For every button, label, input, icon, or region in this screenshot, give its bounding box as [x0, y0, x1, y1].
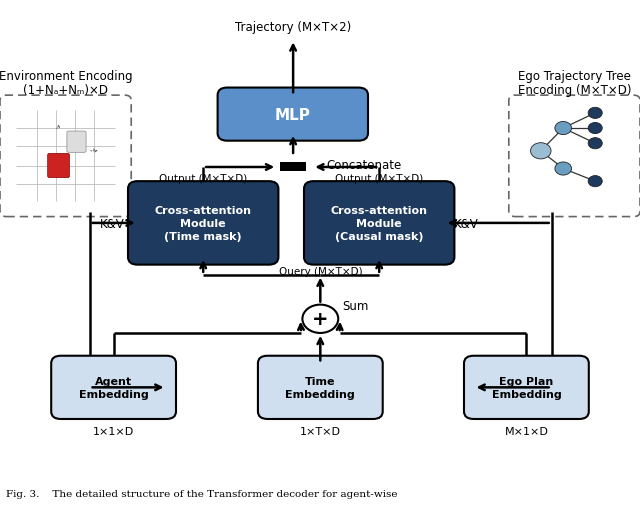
Circle shape: [588, 108, 602, 119]
Circle shape: [588, 123, 602, 134]
Text: Environment Encoding: Environment Encoding: [0, 70, 132, 83]
Text: Sum: Sum: [342, 299, 369, 312]
Text: MLP: MLP: [275, 108, 311, 122]
Text: Time
Embedding: Time Embedding: [285, 376, 355, 399]
Circle shape: [302, 305, 339, 333]
Text: K&V: K&V: [100, 217, 124, 230]
Bar: [280, 163, 306, 167]
FancyBboxPatch shape: [509, 96, 640, 217]
Circle shape: [555, 163, 572, 176]
FancyBboxPatch shape: [51, 356, 176, 419]
FancyBboxPatch shape: [128, 182, 278, 265]
FancyBboxPatch shape: [464, 356, 589, 419]
Circle shape: [588, 176, 602, 187]
Text: Cross-attention
Module
(Causal mask): Cross-attention Module (Causal mask): [331, 206, 428, 241]
Text: +: +: [312, 310, 328, 329]
Text: Encoding (M×T×D): Encoding (M×T×D): [518, 83, 631, 96]
FancyBboxPatch shape: [258, 356, 383, 419]
Text: Agent
Embedding: Agent Embedding: [79, 376, 148, 399]
FancyBboxPatch shape: [304, 182, 454, 265]
Bar: [280, 167, 306, 171]
Text: 1×1×D: 1×1×D: [93, 426, 134, 436]
Text: Output (M×T×D): Output (M×T×D): [159, 173, 247, 183]
Circle shape: [588, 138, 602, 149]
Circle shape: [555, 122, 572, 135]
Text: Output (M×T×D): Output (M×T×D): [335, 173, 423, 183]
Text: Trajectory (M×T×2): Trajectory (M×T×2): [235, 21, 351, 34]
Text: Query (M×T×D): Query (M×T×D): [278, 267, 362, 277]
Text: M×1×D: M×1×D: [504, 426, 548, 436]
Text: (1+Nₐ+Nₘ)×D: (1+Nₐ+Nₘ)×D: [23, 83, 108, 96]
FancyBboxPatch shape: [0, 96, 131, 217]
Text: Ego Plan
Embedding: Ego Plan Embedding: [492, 376, 561, 399]
FancyBboxPatch shape: [47, 154, 69, 178]
Text: Concatenate: Concatenate: [326, 159, 402, 172]
FancyBboxPatch shape: [218, 88, 368, 141]
Text: K&V: K&V: [454, 217, 478, 230]
Text: Cross-attention
Module
(Time mask): Cross-attention Module (Time mask): [155, 206, 252, 241]
Text: Fig. 3.    The detailed structure of the Transformer decoder for agent-wise: Fig. 3. The detailed structure of the Tr…: [6, 489, 398, 498]
Circle shape: [531, 143, 551, 160]
FancyBboxPatch shape: [67, 132, 86, 153]
Text: Ego Trajectory Tree: Ego Trajectory Tree: [518, 70, 631, 83]
Text: 1×T×D: 1×T×D: [300, 426, 341, 436]
